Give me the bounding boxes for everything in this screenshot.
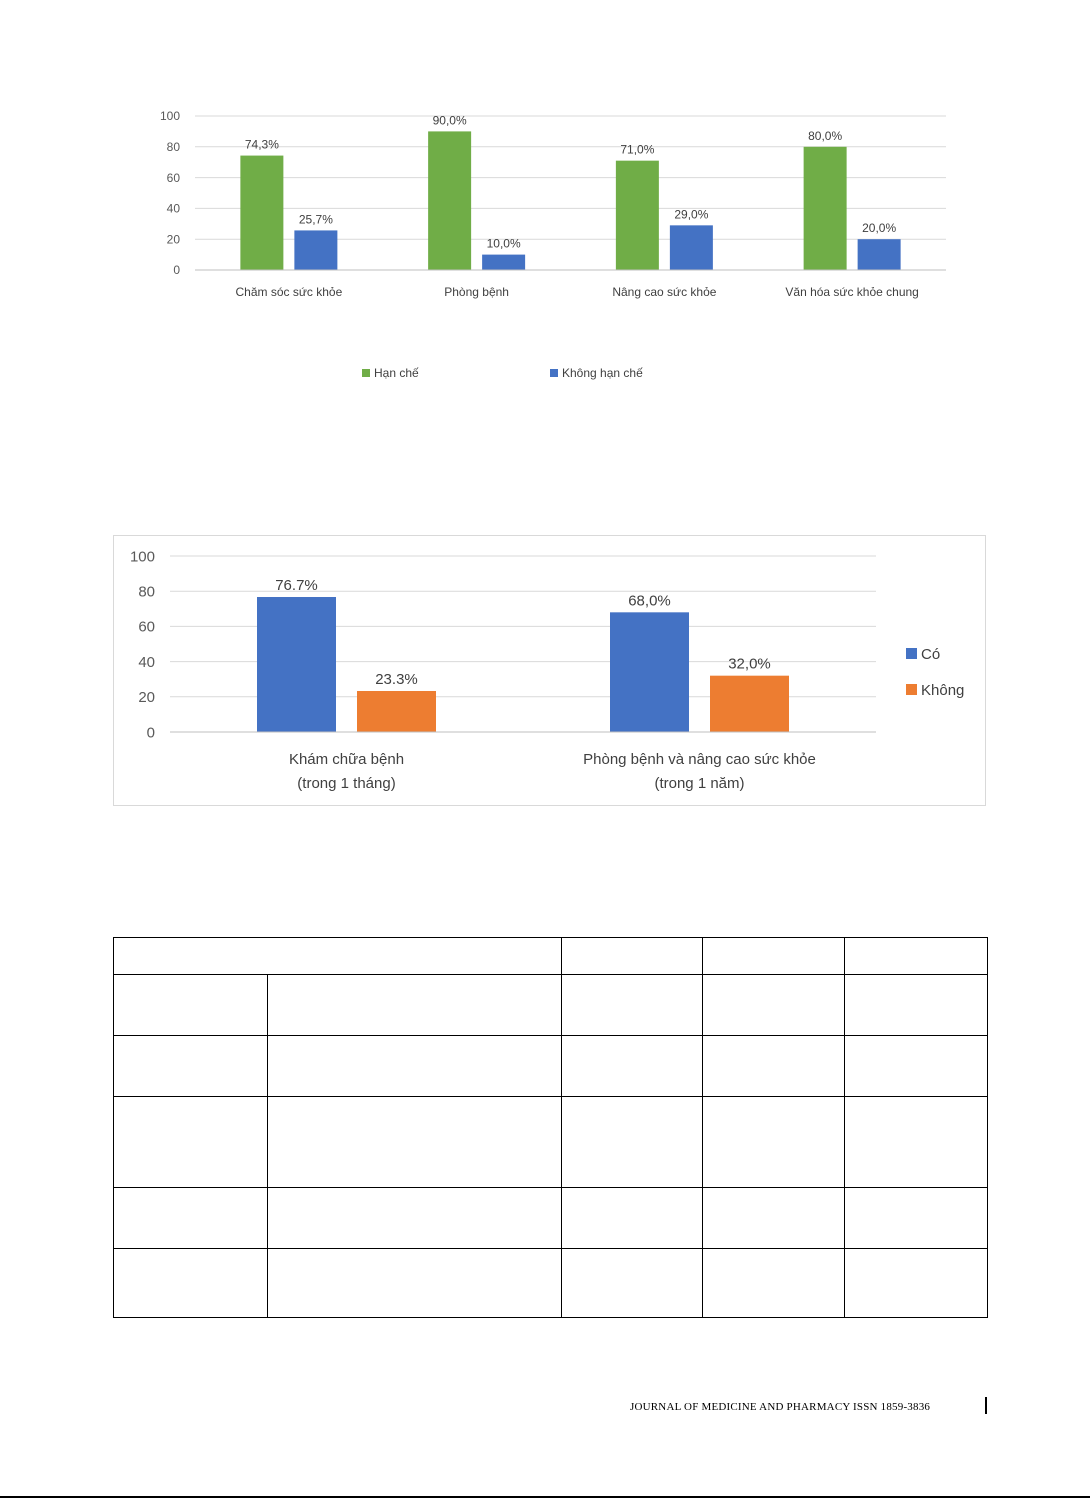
legend-label: Hạn chế [374,366,419,380]
footer-divider [985,1397,987,1414]
table-cell [267,1187,562,1249]
data-label: 29,0% [674,207,708,221]
y-tick-label: 100 [130,548,155,565]
y-tick-label: 100 [160,109,180,123]
table-cell [267,1035,562,1097]
chart-health-service-use: 0 20 40 60 80 100 76.7% 23.3% Khám chữa bệnh (tro… [130,548,964,792]
table-cell [267,974,562,1036]
bar-series2 [669,225,713,270]
bar-series1 [803,146,847,270]
page-bottom-rule [0,1496,1090,1498]
table-cell [113,974,268,1036]
bar-series2 [710,675,789,732]
y-tick-label: 0 [173,263,180,277]
table-cell [561,1096,703,1188]
table-cell [561,1248,703,1318]
y-tick-label: 60 [138,619,155,636]
data-label: 80,0% [808,129,842,143]
table-cell [844,1096,988,1188]
data-label: 68,0% [628,592,671,609]
table-row [113,974,988,1036]
data-label: 23.3% [375,671,418,688]
table-row [113,1035,988,1097]
table-cell [113,1096,268,1188]
data-label: 32,0% [728,656,771,673]
data-label: 90,0% [433,113,467,127]
x-category-label: Phòng bệnh [444,285,509,299]
table-cell [844,1187,988,1249]
table-header-row [113,937,988,975]
bar-series2 [294,230,338,270]
y-tick-label: 0 [147,724,155,741]
bar-series1 [615,160,659,270]
chart-health-limitation: 0 20 40 60 80 100 74,3% 25,7% Chăm sóc sức khỏe 9… [160,109,946,380]
x-category-label: Văn hóa sức khỏe chung [785,285,918,299]
table-cell [702,937,845,975]
table-cell [844,974,988,1036]
y-tick-label: 20 [167,232,181,246]
table-cell [267,1248,562,1318]
data-label: 71,0% [620,143,654,157]
table-cell [561,937,703,975]
bar-series1 [257,597,336,732]
bar-series2 [857,239,901,270]
bar-series1 [610,612,689,732]
x-category-label: Phòng bệnh và nâng cao sức khỏe [583,751,816,768]
table-cell [844,937,988,975]
table-row [113,1096,988,1188]
bar-series1 [428,131,472,270]
data-label: 20,0% [862,221,896,235]
x-category-label: (trong 1 năm) [654,775,744,792]
table-cell [113,1035,268,1097]
data-label: 74,3% [245,138,279,152]
table-cell [844,1248,988,1318]
table-cell [113,1248,268,1318]
table-cell [561,1187,703,1249]
x-category-label: (trong 1 tháng) [297,775,395,792]
legend-swatch [906,684,917,695]
table-cell [561,974,703,1036]
table-row [113,1187,988,1249]
bar-series2 [357,690,436,732]
data-label: 25,7% [299,212,333,226]
data-table [113,937,988,1318]
bar-series1 [240,155,284,270]
chart-frame [113,535,986,806]
data-label: 10,0% [487,237,521,251]
table-cell [561,1035,703,1097]
table-cell [702,1035,845,1097]
table-cell [113,937,562,975]
data-label: 76.7% [275,577,318,594]
y-tick-label: 40 [138,654,155,671]
legend-swatch [906,648,917,659]
y-tick-label: 20 [138,689,155,706]
y-tick-label: 60 [167,171,181,185]
legend-label: Không hạn chế [562,366,643,380]
y-tick-label: 80 [138,583,155,600]
x-category-label: Nâng cao sức khỏe [612,285,716,299]
journal-footer: JOURNAL OF MEDICINE AND PHARMACY ISSN 18… [630,1401,931,1413]
x-category-label: Chăm sóc sức khỏe [236,285,343,299]
legend-label: Không [921,682,964,699]
table-cell [844,1035,988,1097]
table-row [113,1248,988,1318]
table-cell [267,1096,562,1188]
legend-swatch [362,369,370,377]
table-cell [702,974,845,1036]
legend-swatch [550,369,558,377]
legend-label: Có [921,646,940,663]
x-category-label: Khám chữa bệnh [289,751,404,768]
y-tick-label: 40 [167,202,181,216]
table-cell [702,1187,845,1249]
table-cell [702,1248,845,1318]
bar-series2 [482,254,526,270]
table-cell [702,1096,845,1188]
table-cell [113,1187,268,1249]
y-tick-label: 80 [167,140,181,154]
